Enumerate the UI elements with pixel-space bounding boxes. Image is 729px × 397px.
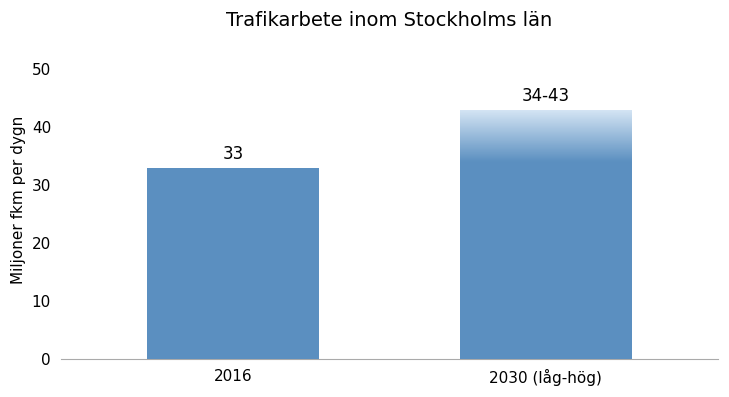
Text: 33: 33 — [222, 145, 243, 163]
Title: Trafikarbete inom Stockholms län: Trafikarbete inom Stockholms län — [226, 11, 553, 30]
Bar — [147, 168, 319, 359]
Text: 34-43: 34-43 — [522, 87, 570, 105]
Y-axis label: Miljoner fkm per dygn: Miljoner fkm per dygn — [11, 116, 26, 284]
Bar — [460, 162, 632, 359]
